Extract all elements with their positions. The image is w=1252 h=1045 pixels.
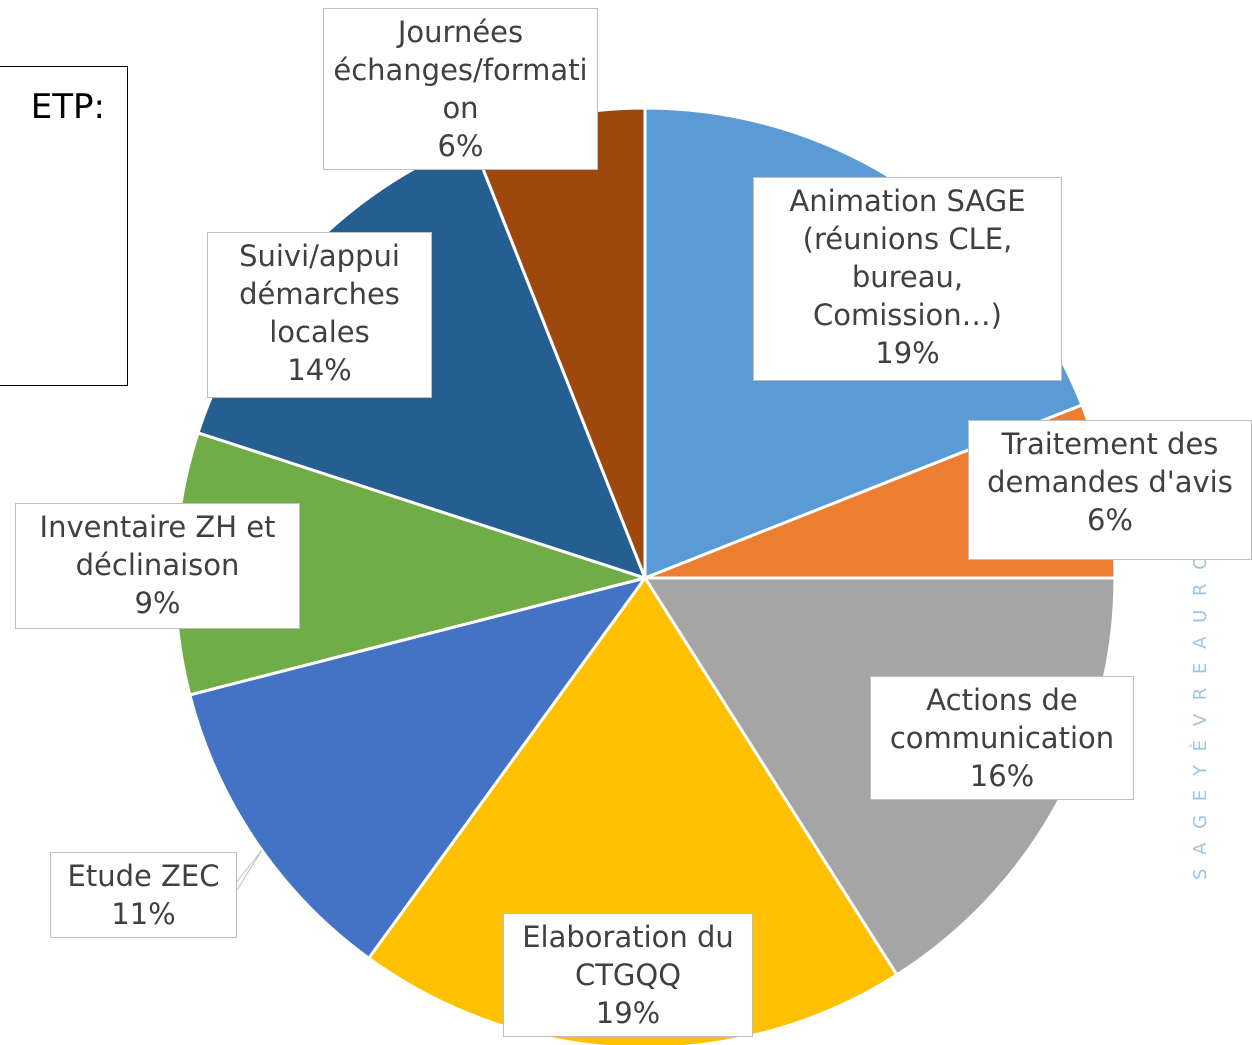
data-label: Animation SAGE (réunions CLE, bureau, Co… [753, 177, 1062, 381]
slice-name: Suivi/appui démarches locales [214, 237, 425, 351]
slice-percent: 14% [214, 351, 425, 389]
slice-name: Etude ZEC [57, 857, 230, 895]
slice-name: Actions de communication [877, 681, 1127, 757]
slice-name: Animation SAGE (réunions CLE, bureau, Co… [760, 182, 1055, 334]
slice-percent: 11% [57, 895, 230, 933]
slice-name: Traitement des demandes d'avis [975, 425, 1245, 501]
slice-name: Elaboration du CTGQQ [510, 918, 746, 994]
annotation-box: ETP: [0, 66, 128, 386]
annotation: ETP: [31, 87, 105, 127]
slice-name: Journées échanges/formation [330, 13, 591, 127]
slice-name: Inventaire ZH et déclinaison [22, 508, 293, 584]
slice-percent: 19% [510, 994, 746, 1032]
slice-percent: 16% [877, 757, 1127, 795]
slice-percent: 19% [760, 334, 1055, 372]
slice-percent: 6% [975, 501, 1245, 539]
slice-percent: 9% [22, 584, 293, 622]
chart: S A G E Y È V R E A U R O N ETP: Animati… [0, 0, 1252, 1045]
slice-percent: 6% [330, 127, 591, 165]
